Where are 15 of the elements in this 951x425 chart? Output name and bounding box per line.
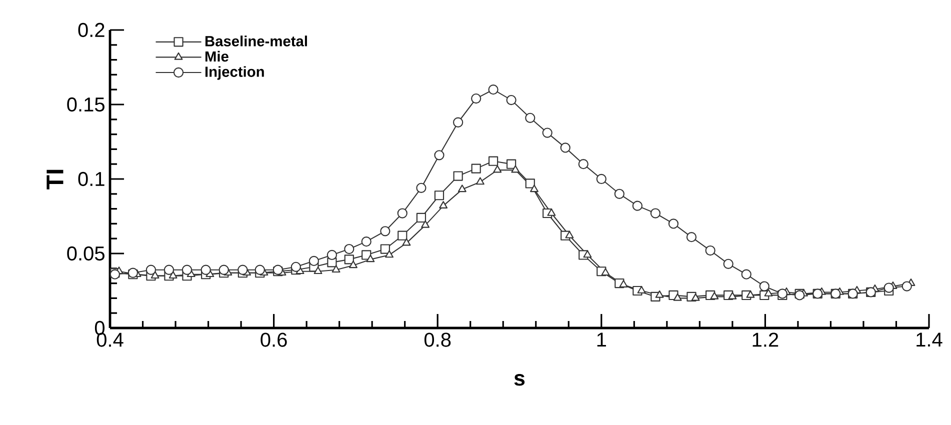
y-tick-label: 0.2 bbox=[78, 22, 104, 38]
legend-label: Injection bbox=[205, 66, 264, 80]
y-tick-label: 0.05 bbox=[67, 246, 104, 261]
y-tick-label: 0.15 bbox=[67, 97, 104, 112]
x-tick-label: 0.4 bbox=[96, 332, 124, 347]
legend-label: Baseline-metal bbox=[205, 36, 307, 46]
x-tick-label: 0.8 bbox=[424, 332, 451, 347]
x-tick-label: 1.4 bbox=[916, 332, 942, 346]
y-axis-title: TI bbox=[46, 170, 64, 190]
y-tick-label: 0.1 bbox=[78, 172, 104, 186]
x-axis-title: s bbox=[514, 374, 525, 386]
x-tick-label: 1 bbox=[597, 332, 606, 346]
x-tick-label: 0.6 bbox=[260, 332, 287, 347]
legend-label: Mie bbox=[205, 50, 228, 62]
x-tick-label: 1.2 bbox=[752, 332, 778, 347]
